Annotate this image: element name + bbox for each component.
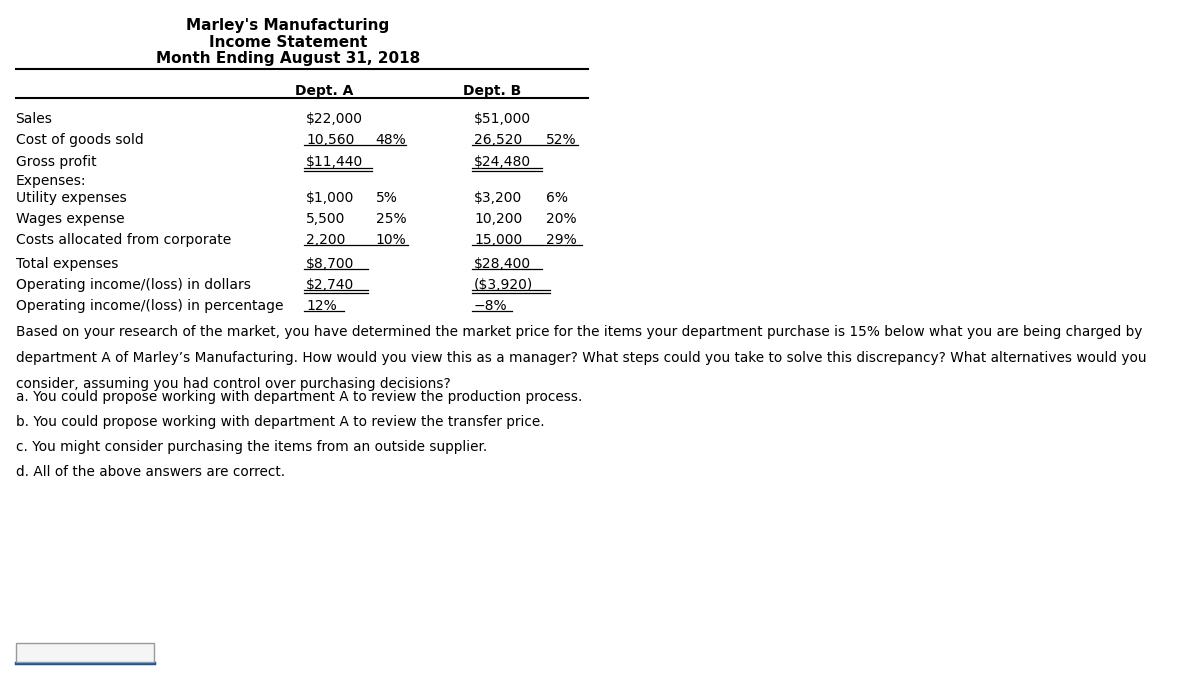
- Text: $24,480: $24,480: [474, 155, 532, 169]
- Text: $22,000: $22,000: [306, 112, 364, 126]
- Text: Utility expenses: Utility expenses: [16, 191, 126, 205]
- Text: Month Ending August 31, 2018: Month Ending August 31, 2018: [156, 51, 420, 66]
- Text: 20%: 20%: [546, 212, 577, 226]
- Text: $2,740: $2,740: [306, 278, 354, 292]
- Text: $11,440: $11,440: [306, 155, 364, 169]
- Text: Based on your research of the market, you have determined the market price for t: Based on your research of the market, yo…: [16, 325, 1142, 339]
- Text: Expenses:: Expenses:: [16, 174, 86, 188]
- Text: Sales: Sales: [16, 112, 53, 126]
- Text: Cost of goods sold: Cost of goods sold: [16, 133, 143, 146]
- Text: 48%: 48%: [376, 133, 407, 146]
- Text: department A of Marley’s Manufacturing. How would you view this as a manager? Wh: department A of Marley’s Manufacturing. …: [16, 351, 1146, 365]
- Text: −8%: −8%: [474, 299, 508, 312]
- Text: Gross profit: Gross profit: [16, 155, 96, 169]
- Text: 15,000: 15,000: [474, 233, 522, 247]
- Text: Income Statement: Income Statement: [209, 35, 367, 50]
- Text: ▼: ▼: [138, 646, 145, 656]
- Text: Wages expense: Wages expense: [16, 212, 125, 226]
- Text: d. All of the above answers are correct.: d. All of the above answers are correct.: [16, 465, 284, 479]
- Text: $51,000: $51,000: [474, 112, 532, 126]
- Text: 5%: 5%: [376, 191, 397, 205]
- Text: Operating income/(loss) in percentage: Operating income/(loss) in percentage: [16, 299, 283, 312]
- Text: Dept. A: Dept. A: [295, 84, 353, 98]
- Text: 12%: 12%: [306, 299, 337, 312]
- Text: ($3,920): ($3,920): [474, 278, 533, 292]
- Text: $8,700: $8,700: [306, 257, 354, 271]
- Text: 26,520: 26,520: [474, 133, 522, 146]
- Text: $28,400: $28,400: [474, 257, 532, 271]
- Text: 10,560: 10,560: [306, 133, 354, 146]
- Text: $3,200: $3,200: [474, 191, 522, 205]
- Text: c. You might consider purchasing the items from an outside supplier.: c. You might consider purchasing the ite…: [16, 440, 487, 454]
- Text: Costs allocated from corporate: Costs allocated from corporate: [16, 233, 230, 247]
- Text: 2,200: 2,200: [306, 233, 346, 247]
- Text: Marley's Manufacturing: Marley's Manufacturing: [186, 18, 390, 33]
- Text: consider, assuming you had control over purchasing decisions?: consider, assuming you had control over …: [16, 377, 450, 391]
- Text: 25%: 25%: [376, 212, 407, 226]
- Text: Operating income/(loss) in dollars: Operating income/(loss) in dollars: [16, 278, 251, 292]
- Text: $1,000: $1,000: [306, 191, 354, 205]
- Text: Dept. B: Dept. B: [463, 84, 521, 98]
- Text: 52%: 52%: [546, 133, 577, 146]
- FancyBboxPatch shape: [16, 643, 154, 662]
- Text: 6%: 6%: [546, 191, 568, 205]
- Text: 10,200: 10,200: [474, 212, 522, 226]
- Text: b. You could propose working with department A to review the transfer price.: b. You could propose working with depart…: [16, 415, 545, 429]
- Text: 29%: 29%: [546, 233, 577, 247]
- Text: Total expenses: Total expenses: [16, 257, 118, 271]
- Text: 10%: 10%: [376, 233, 407, 247]
- Text: 5,500: 5,500: [306, 212, 346, 226]
- Text: a. You could propose working with department A to review the production process.: a. You could propose working with depart…: [16, 390, 582, 404]
